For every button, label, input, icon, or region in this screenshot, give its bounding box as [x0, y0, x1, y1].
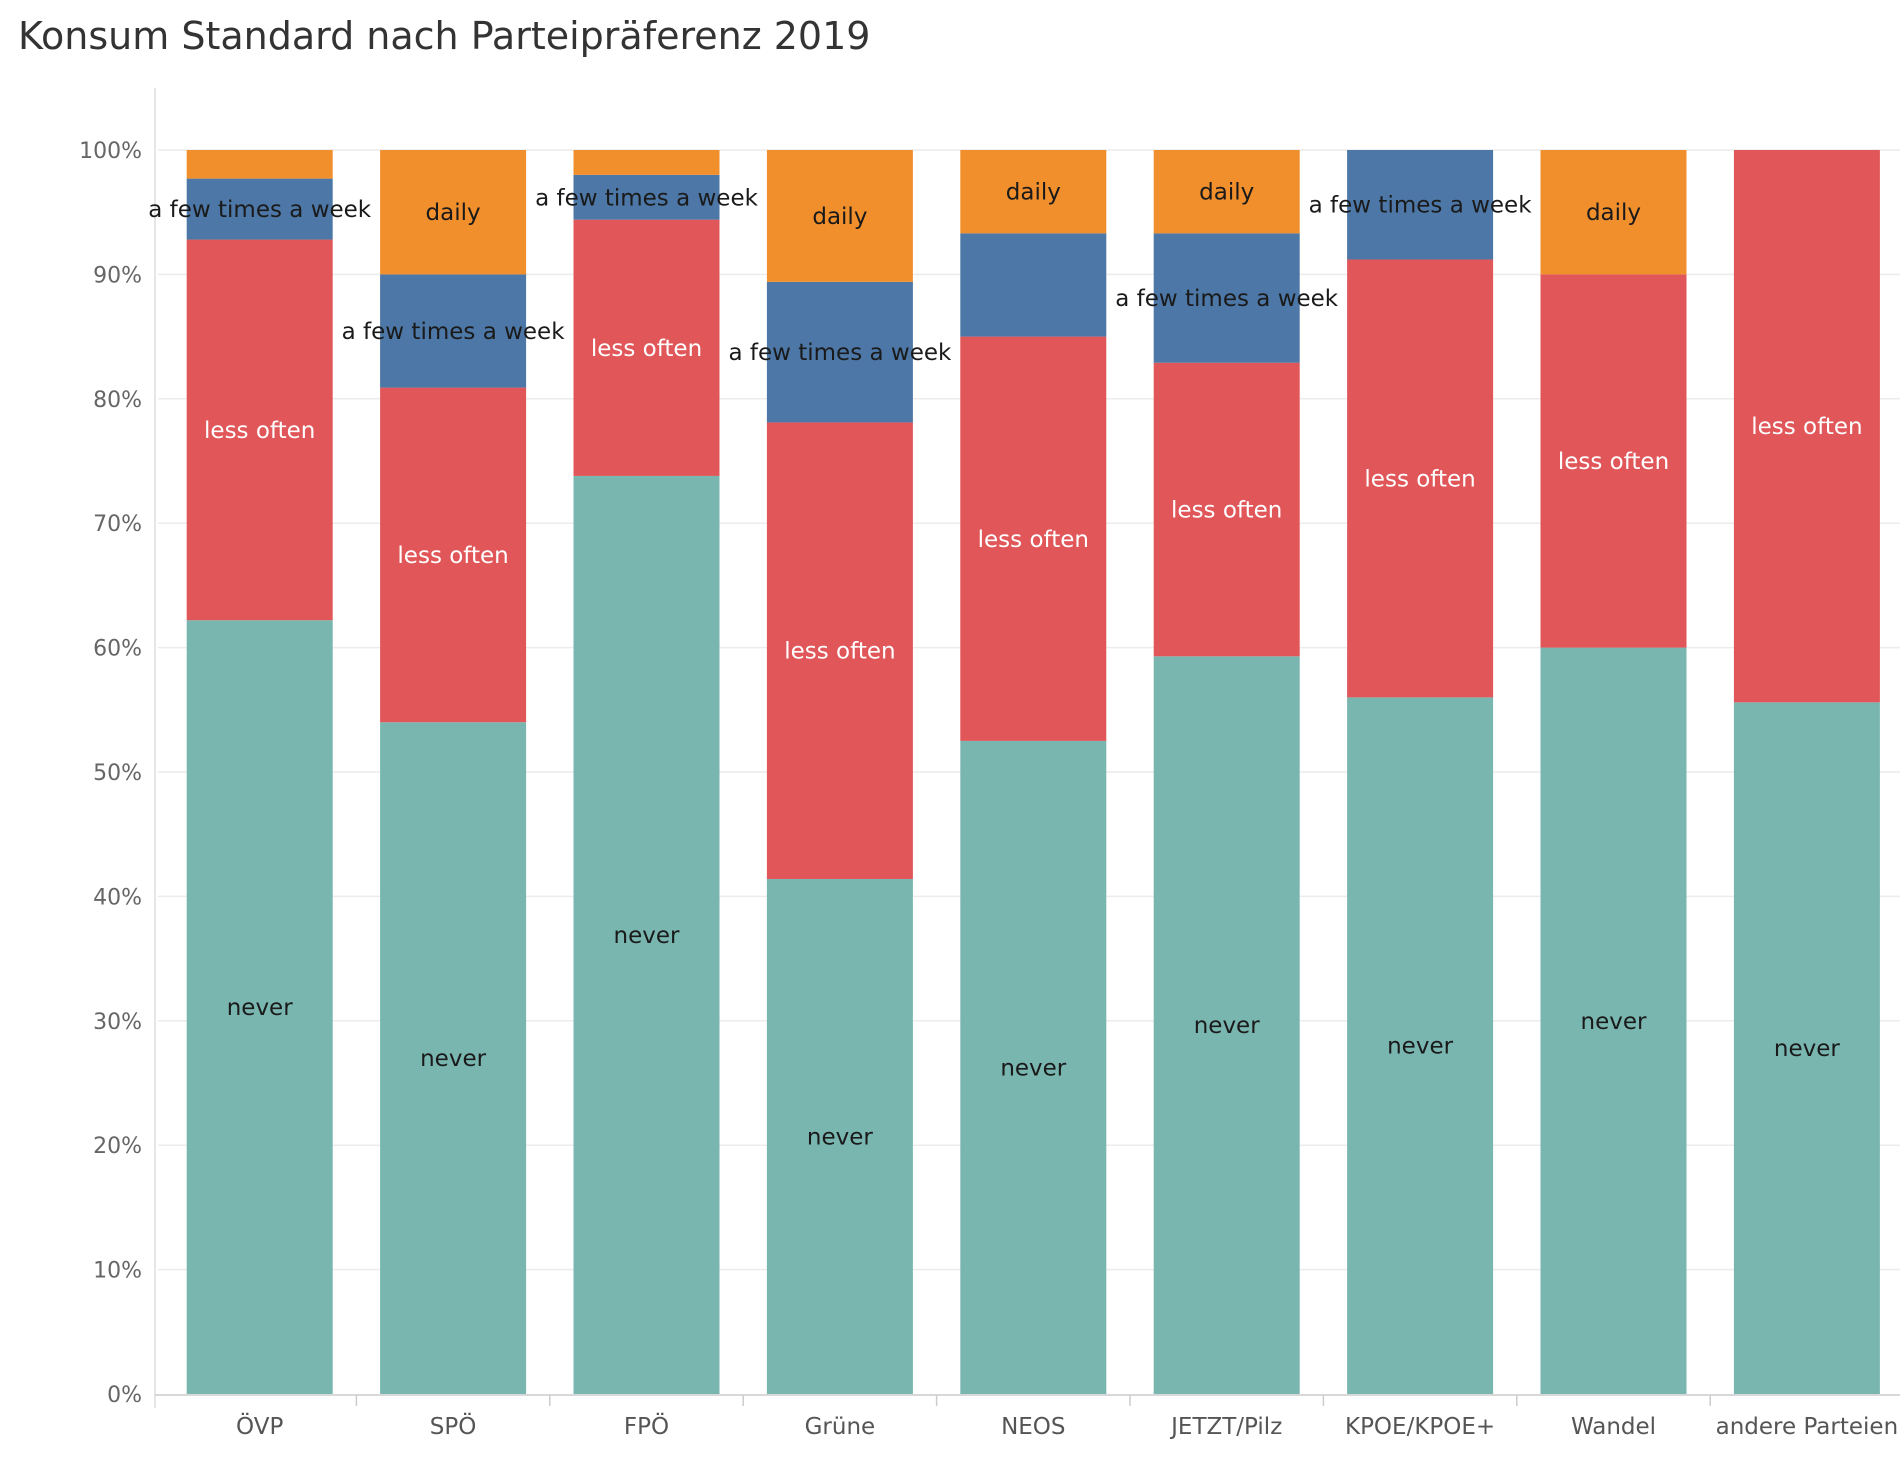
segment-label: daily [426, 200, 481, 226]
category-label: FPÖ [624, 1412, 669, 1440]
y-axis: 0% 10% 20% 30% 40% 50% 60% 70% 80% 90% 100% [79, 88, 156, 1408]
bar-segment [380, 722, 527, 1394]
segment-label: less often [204, 418, 315, 444]
segment-label: never [1194, 1013, 1260, 1039]
segment-label: a few times a week [1309, 193, 1533, 219]
y-tick-label: 80% [93, 388, 142, 413]
y-tick-label: 0% [107, 1383, 142, 1408]
bar-segment [573, 219, 720, 476]
bar-segment [1347, 697, 1494, 1394]
bar-segment [186, 178, 333, 240]
y-tick-label: 40% [93, 885, 142, 910]
segment-label: less often [1364, 466, 1475, 492]
category-label: Wandel [1571, 1414, 1656, 1440]
bar-segment [1153, 150, 1300, 234]
bar-segment [1733, 150, 1880, 703]
bar-segment [1540, 647, 1687, 1394]
segment-label: never [420, 1046, 486, 1072]
segment-label: less often [591, 336, 702, 362]
y-tick-label: 20% [93, 1134, 142, 1159]
segment-label: daily [1199, 180, 1254, 206]
segment-label: never [227, 995, 293, 1021]
bar-segment [380, 150, 527, 275]
bar-segment [960, 150, 1107, 234]
category-label: JETZT/Pilz [1169, 1414, 1282, 1440]
bar-segment [1540, 274, 1687, 648]
segment-label: daily [1006, 180, 1061, 206]
bars [186, 150, 1880, 1395]
bar-segment [186, 150, 333, 179]
bar-segment [1540, 150, 1687, 275]
bar-segment [186, 620, 333, 1394]
y-tick-label: 30% [93, 1010, 142, 1035]
bar-segment [766, 281, 913, 423]
segment-label: a few times a week [535, 185, 759, 211]
y-tick-label: 100% [79, 139, 142, 164]
bar-segment [766, 150, 913, 282]
segment-label: a few times a week [342, 319, 566, 345]
segment-label: daily [812, 204, 867, 230]
y-tick-label: 90% [93, 263, 142, 288]
segment-label: a few times a week [148, 197, 372, 223]
x-axis: ÖVP SPÖ FPÖ Grüne NEOS JETZT/Pilz KPOE/KPOE+ Wa… [155, 1394, 1900, 1440]
segment-label: less often [1171, 498, 1282, 524]
segment-label: less often [784, 639, 895, 665]
y-tick-label: 50% [93, 761, 142, 786]
segment-label: never [614, 923, 680, 949]
y-tick-label: 10% [93, 1259, 142, 1284]
segment-label: never [807, 1124, 873, 1150]
bar-segment [573, 475, 720, 1395]
category-label: andere Parteien [1716, 1414, 1899, 1440]
bar-segment [1153, 233, 1300, 363]
bar-segment [960, 740, 1107, 1394]
bar-segment [380, 274, 527, 388]
chart-title: Konsum Standard nach Parteipräferenz 201… [18, 14, 871, 58]
bar-segment [1153, 362, 1300, 657]
segment-label: less often [1558, 449, 1669, 475]
bar-segment [573, 174, 720, 220]
bar-segment [186, 239, 333, 621]
category-label: SPÖ [430, 1412, 477, 1440]
segment-label: never [1387, 1034, 1453, 1060]
segment-label: never [1774, 1036, 1840, 1062]
segment-label: a few times a week [728, 340, 952, 366]
bar-segment [766, 878, 913, 1394]
y-tick-label: 70% [93, 512, 142, 537]
category-label: NEOS [1001, 1414, 1065, 1440]
bar-segment [380, 387, 527, 723]
y-tick-label: 60% [93, 637, 142, 662]
bar-segment [1153, 656, 1300, 1394]
bar-segment [573, 150, 720, 175]
segment-label: less often [978, 527, 1089, 553]
category-label: Grüne [805, 1414, 876, 1440]
segment-label: less often [1751, 414, 1862, 440]
segment-label: never [1000, 1055, 1066, 1081]
bar-segment [1733, 702, 1880, 1394]
segment-label: daily [1586, 200, 1641, 226]
bar-segment [960, 336, 1107, 741]
segment-labels: never less often a few times a week never le… [148, 180, 1862, 1151]
bar-segment [1347, 259, 1494, 698]
bar-segment [960, 233, 1107, 337]
segment-label: a few times a week [1115, 286, 1339, 312]
bar-segment [766, 422, 913, 879]
bar-segment [1347, 150, 1494, 260]
segment-label: never [1581, 1009, 1647, 1035]
category-label: ÖVP [236, 1412, 283, 1440]
segment-label: less often [397, 543, 508, 569]
category-label: KPOE/KPOE+ [1345, 1414, 1495, 1440]
